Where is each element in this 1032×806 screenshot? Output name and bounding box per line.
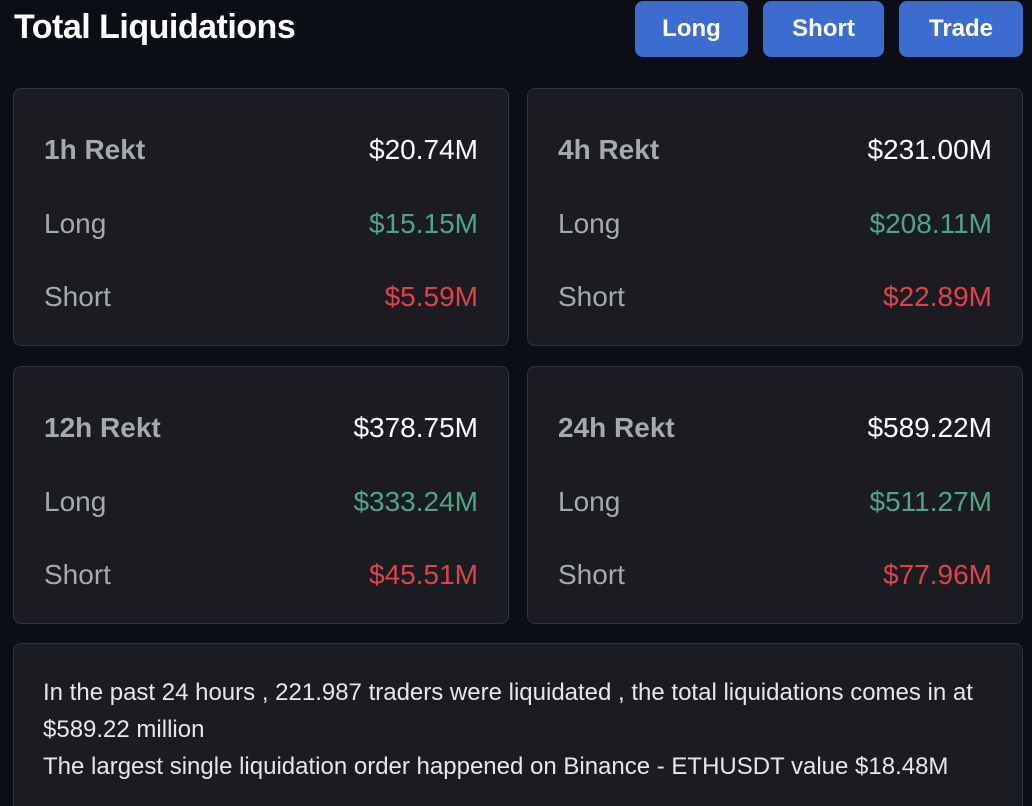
liquidation-summary: In the past 24 hours , 221.987 traders w… <box>13 643 1023 806</box>
card-total-row: 4h Rekt $231.00M <box>558 130 992 170</box>
long-label: Long <box>558 486 621 517</box>
card-long-row: Long $511.27M <box>558 482 992 522</box>
long-value: $333.24M <box>353 486 478 517</box>
short-label: Short <box>558 559 625 590</box>
card-short-row: Short $77.96M <box>558 555 992 595</box>
total-value: $20.74M <box>369 134 478 165</box>
total-value: $378.75M <box>353 412 478 443</box>
short-value: $22.89M <box>883 281 992 312</box>
card-title: 4h Rekt <box>558 134 660 165</box>
card-title: 12h Rekt <box>44 412 161 443</box>
short-button[interactable]: Short <box>763 1 884 57</box>
card-total-row: 24h Rekt $589.22M <box>558 408 992 448</box>
trade-button[interactable]: Trade <box>899 1 1023 57</box>
card-title: 24h Rekt <box>558 412 675 443</box>
card-total-row: 12h Rekt $378.75M <box>44 408 478 448</box>
long-label: Long <box>558 208 621 239</box>
long-label: Long <box>44 486 107 517</box>
long-label: Long <box>44 208 107 239</box>
page-title: Total Liquidations <box>14 8 296 46</box>
card-short-row: Short $22.89M <box>558 277 992 317</box>
card-long-row: Long $333.24M <box>44 482 478 522</box>
short-value: $77.96M <box>883 559 992 590</box>
total-value: $231.00M <box>867 134 992 165</box>
rekt-card-4h: 4h Rekt $231.00M Long $208.11M Short $22… <box>527 88 1023 346</box>
long-button[interactable]: Long <box>635 1 748 57</box>
long-value: $15.15M <box>369 208 478 239</box>
card-short-row: Short $45.51M <box>44 555 478 595</box>
rekt-card-24h: 24h Rekt $589.22M Long $511.27M Short $7… <box>527 366 1023 624</box>
long-value: $208.11M <box>869 208 992 239</box>
short-value: $45.51M <box>369 559 478 590</box>
short-label: Short <box>558 281 625 312</box>
summary-line-1: In the past 24 hours , 221.987 traders w… <box>43 679 973 743</box>
short-label: Short <box>44 281 111 312</box>
card-long-row: Long $208.11M <box>558 204 992 244</box>
card-long-row: Long $15.15M <box>44 204 478 244</box>
rekt-card-1h: 1h Rekt $20.74M Long $15.15M Short $5.59… <box>13 88 509 346</box>
card-title: 1h Rekt <box>44 134 146 165</box>
total-value: $589.22M <box>867 412 992 443</box>
card-short-row: Short $5.59M <box>44 277 478 317</box>
card-total-row: 1h Rekt $20.74M <box>44 130 478 170</box>
long-value: $511.27M <box>869 486 992 517</box>
summary-line-2: The largest single liquidation order hap… <box>43 753 949 780</box>
rekt-card-12h: 12h Rekt $378.75M Long $333.24M Short $4… <box>13 366 509 624</box>
short-value: $5.59M <box>384 281 478 312</box>
short-label: Short <box>44 559 111 590</box>
